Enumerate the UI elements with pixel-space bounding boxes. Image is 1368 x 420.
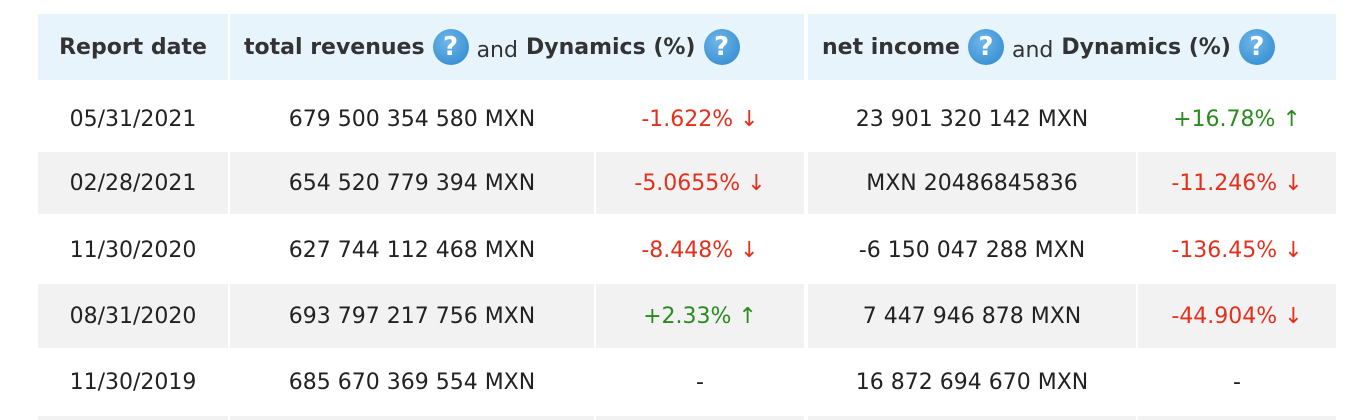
table-cell: -1.622% ↓ [596, 88, 804, 150]
table-cell: -11.246% ↓ [1138, 152, 1336, 214]
table-cell: 11/30/2019 [38, 350, 228, 414]
table-cell-bg [38, 416, 228, 420]
header-text: Dynamics (%) [1061, 34, 1231, 60]
cell-text: 11/30/2020 [69, 237, 197, 263]
table-cell: +16.78% ↑ [1138, 88, 1336, 150]
header-text: Dynamics (%) [525, 34, 696, 60]
table-cell: 23 901 320 142 MXN [808, 88, 1136, 150]
header-text: and [1011, 37, 1054, 63]
header-cell: net income ? and Dynamics (%) ? [808, 14, 1336, 80]
table-cell-bg [808, 416, 1136, 420]
cell-text: 08/31/2020 [69, 303, 197, 329]
cell-text: -6 150 047 288 MXN [858, 237, 1086, 263]
cell-text: +2.33% ↑ [643, 303, 757, 329]
cell-text: 654 520 779 394 MXN [288, 170, 536, 196]
help-icon[interactable]: ? [1238, 29, 1275, 65]
table-cell: -44.904% ↓ [1138, 284, 1336, 348]
table-cell-bg [1138, 416, 1336, 420]
table-cell: -5.0655% ↓ [596, 152, 804, 214]
table-cell-bg [230, 416, 594, 420]
table-cell: -8.448% ↓ [596, 218, 804, 282]
header-text: and [476, 37, 518, 63]
cell-text: -136.45% ↓ [1171, 237, 1303, 263]
header-cell: total revenues ? and Dynamics (%) ? [230, 14, 804, 80]
table-cell-bg [596, 416, 804, 420]
cell-text: -5.0655% ↓ [634, 170, 766, 196]
cell-text: 693 797 217 756 MXN [288, 303, 536, 329]
cell-text: -11.246% ↓ [1171, 170, 1303, 196]
cell-text: 685 670 369 554 MXN [288, 369, 536, 395]
cell-text: 11/30/2019 [69, 369, 197, 395]
table-cell: 627 744 112 468 MXN [230, 218, 594, 282]
table-cell: 693 797 217 756 MXN [230, 284, 594, 348]
table-cell: 679 500 354 580 MXN [230, 88, 594, 150]
table-cell: 654 520 779 394 MXN [230, 152, 594, 214]
table-cell: +2.33% ↑ [596, 284, 804, 348]
table-cell: - [1138, 350, 1336, 414]
header-text: Report date [59, 34, 207, 60]
help-icon[interactable]: ? [703, 29, 740, 65]
cell-text: -44.904% ↓ [1171, 303, 1303, 329]
table-cell: -6 150 047 288 MXN [808, 218, 1136, 282]
cell-text: 02/28/2021 [69, 170, 197, 196]
cell-text: 7 447 946 878 MXN [862, 303, 1082, 329]
cell-text: 679 500 354 580 MXN [288, 106, 536, 132]
cell-text: 05/31/2021 [69, 106, 197, 132]
table-cell: 05/31/2021 [38, 88, 228, 150]
table-cell: -136.45% ↓ [1138, 218, 1336, 282]
cell-text: +16.78% ↑ [1173, 106, 1301, 132]
table-cell: 685 670 369 554 MXN [230, 350, 594, 414]
table-cell: 08/31/2020 [38, 284, 228, 348]
table-cell: 7 447 946 878 MXN [808, 284, 1136, 348]
cell-text: - [696, 369, 704, 395]
header-text: total revenues [244, 34, 425, 60]
header-text: net income [822, 34, 960, 60]
table-cell: 16 872 694 670 MXN [808, 350, 1136, 414]
cell-text: -8.448% ↓ [641, 237, 759, 263]
cell-text: 23 901 320 142 MXN [855, 106, 1089, 132]
cell-text: 627 744 112 468 MXN [288, 237, 536, 263]
cell-text: - [1233, 369, 1241, 395]
table-cell: 02/28/2021 [38, 152, 228, 214]
table-cell: 11/30/2020 [38, 218, 228, 282]
table-cell: - [596, 350, 804, 414]
help-icon[interactable]: ? [967, 29, 1004, 65]
table-cell: MXN 20486845836 [808, 152, 1136, 214]
cell-text: -1.622% ↓ [641, 106, 759, 132]
cell-text: 16 872 694 670 MXN [855, 369, 1089, 395]
help-icon[interactable]: ? [432, 29, 469, 65]
header-cell: Report date [38, 14, 228, 80]
cell-text: MXN 20486845836 [866, 170, 1078, 196]
